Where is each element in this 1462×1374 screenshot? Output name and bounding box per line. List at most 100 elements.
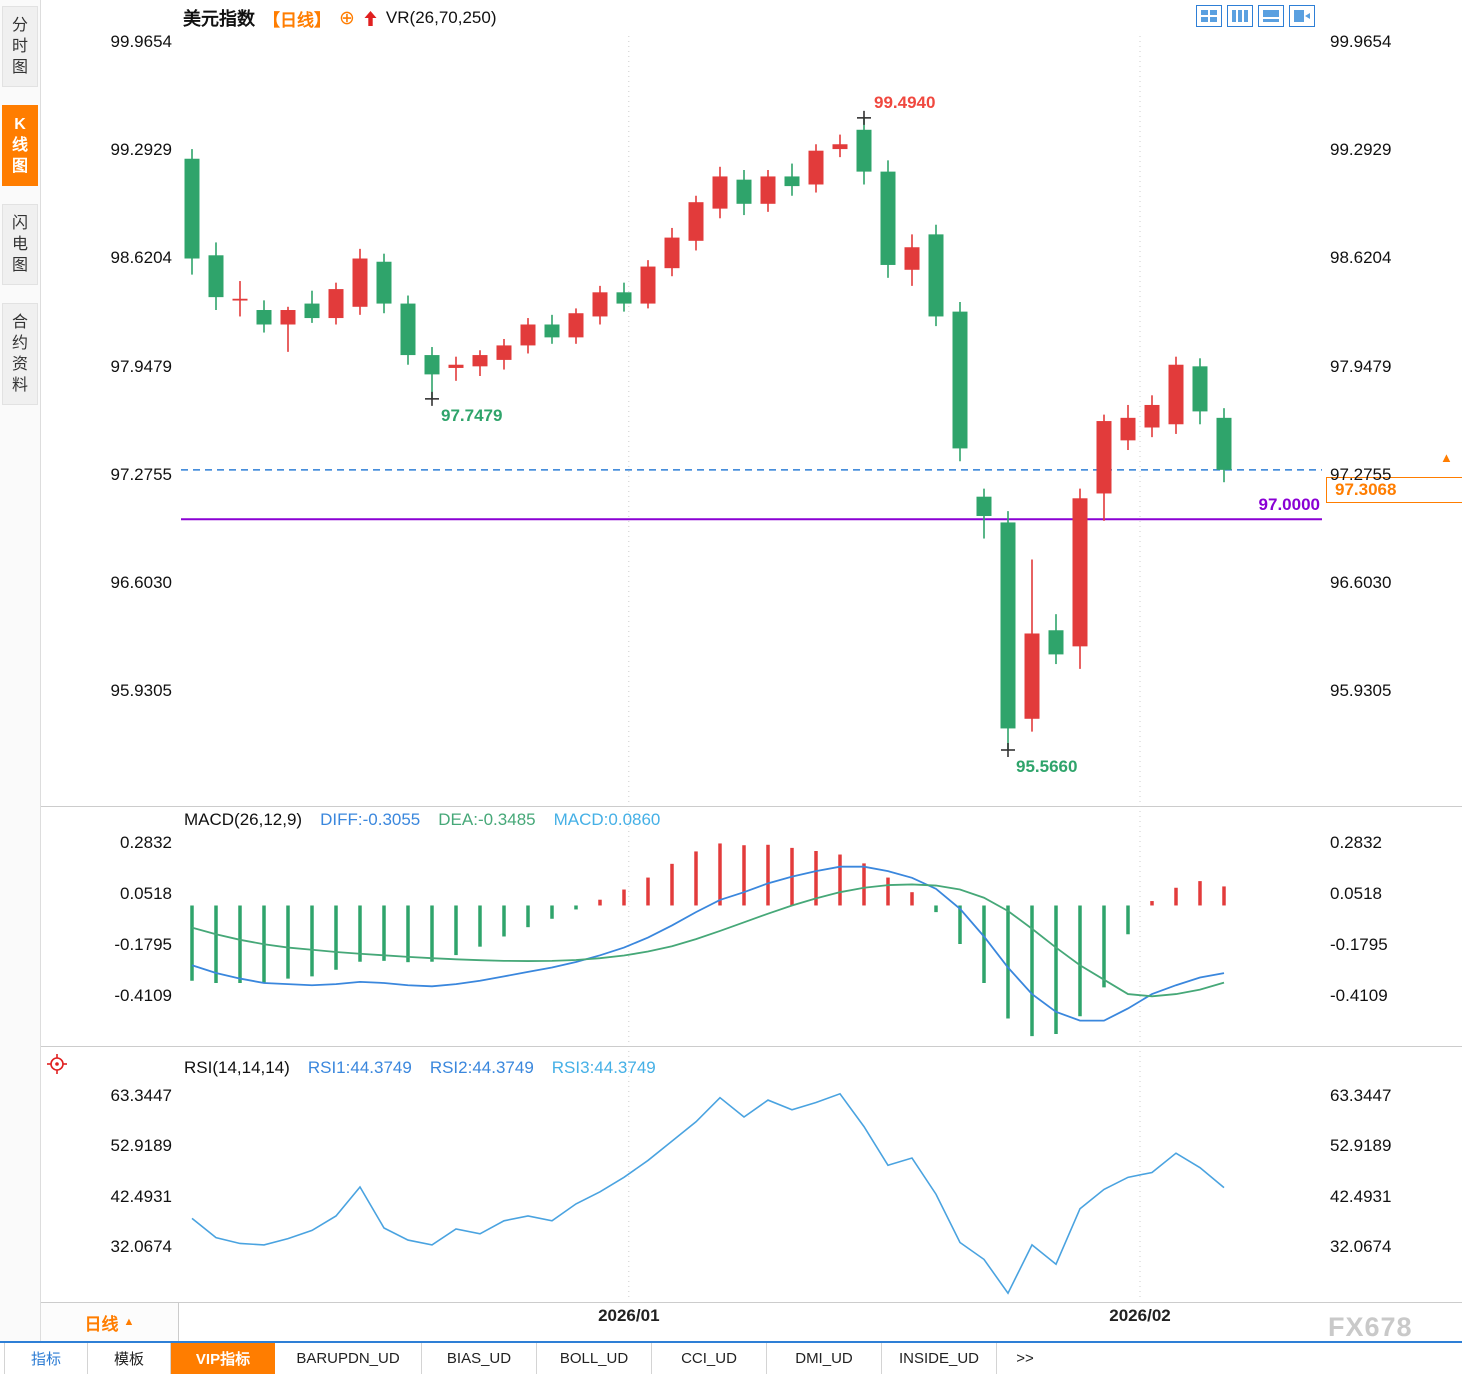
y-axis-label: 0.0518 <box>120 884 172 903</box>
period-label[interactable]: 【日线】 <box>263 10 331 30</box>
bottom-tabbar: 指标 模板 VIP指标 BARUPDN_UD BIAS_UD BOLL_UD C… <box>0 1341 1462 1374</box>
tab-dmi-ud[interactable]: DMI_UD <box>767 1343 882 1374</box>
macd-diff-value: DIFF:-0.3055 <box>320 810 421 829</box>
candle <box>376 253 392 314</box>
candle <box>1096 414 1112 521</box>
sidebar-tab-kline-chart[interactable]: K线图 <box>2 105 38 186</box>
y-axis-label: 99.9654 <box>110 32 172 51</box>
candle <box>1024 559 1040 732</box>
macd-dea-line <box>191 883 1225 998</box>
y-axis-label: 99.9654 <box>1330 32 1392 51</box>
symbol-title: 美元指数 <box>183 9 255 29</box>
y-axis-label: 97.9479 <box>110 356 172 376</box>
layout-switch-icon[interactable] <box>1289 5 1315 27</box>
candle <box>304 290 320 323</box>
y-axis-label: 98.6204 <box>1330 248 1392 268</box>
candle <box>1048 614 1064 665</box>
candle <box>1000 511 1016 750</box>
candle <box>184 149 200 275</box>
y-axis-label: 63.3447 <box>1330 1086 1392 1105</box>
y-axis-label: -0.1795 <box>114 935 172 955</box>
chart-header: 美元指数 【日线】 ⊕ VR(26,70,250) <box>183 5 497 31</box>
candle <box>400 295 416 365</box>
y-axis-label: 99.2929 <box>1330 140 1392 160</box>
support-line-label: 97.0000 <box>1258 495 1320 514</box>
tab-template[interactable]: 模板 <box>88 1343 171 1374</box>
candle <box>640 260 656 309</box>
y-axis-label: 97.2755 <box>110 464 172 484</box>
tab-more[interactable]: >> <box>1016 1350 1034 1367</box>
candle <box>232 281 248 317</box>
tab-barupdn-ud[interactable]: BARUPDN_UD <box>275 1343 422 1374</box>
high-price-annotation: 99.4940 <box>874 93 936 112</box>
candle <box>928 224 944 327</box>
y-axis-label: 52.9189 <box>1330 1136 1392 1156</box>
y-axis-label: 0.0518 <box>1330 884 1382 903</box>
axis-divider <box>41 1302 1462 1303</box>
y-axis-label: 96.6030 <box>1330 573 1392 593</box>
y-axis-label: 95.9305 <box>1330 681 1392 701</box>
candle <box>1168 356 1184 434</box>
y-axis-label: 97.2755 <box>1330 464 1392 484</box>
layout-columns-icon[interactable] <box>1227 5 1253 27</box>
candle <box>520 318 536 354</box>
candle <box>1144 395 1160 438</box>
candle <box>976 488 992 539</box>
macd-legend: MACD(26,12,9) DIFF:-0.3055 DEA:-0.3485 M… <box>184 810 660 830</box>
candle <box>352 248 368 315</box>
candle <box>760 170 776 212</box>
tab-vip-indicator[interactable]: VIP指标 <box>171 1343 275 1374</box>
candle <box>952 301 968 462</box>
candle <box>664 227 680 277</box>
candle <box>712 166 728 219</box>
current-price-badge: 97.3068 <box>1326 477 1462 503</box>
candle <box>592 285 608 325</box>
sidebar-tab-contract-info[interactable]: 合约资料 <box>2 303 38 405</box>
panel-divider <box>41 1046 1462 1047</box>
rsi2-value: RSI2:44.3749 <box>429 1058 534 1077</box>
y-axis-label: -0.4109 <box>1330 986 1388 1006</box>
macd-hist-value: MACD:0.0860 <box>553 810 661 829</box>
candle <box>904 234 920 286</box>
up-arrow-icon <box>363 10 378 27</box>
crosshair-icon[interactable] <box>46 1053 68 1080</box>
y-axis-label: -0.1795 <box>1330 935 1388 955</box>
y-axis-label: 0.2832 <box>120 832 172 852</box>
axis-corner-separator <box>178 1302 179 1342</box>
candle <box>328 282 344 325</box>
y-axis-label: 97.9479 <box>1330 356 1392 376</box>
candle <box>1216 408 1232 483</box>
candle <box>448 356 464 381</box>
macd-histogram <box>190 843 1226 1037</box>
candle <box>1192 358 1208 425</box>
candle <box>616 282 632 312</box>
layout-grid-icon[interactable] <box>1196 5 1222 27</box>
rsi3-value: RSI3:44.3749 <box>551 1058 656 1077</box>
y-axis-label: 96.6030 <box>110 573 172 593</box>
tab-indicator[interactable]: 指标 <box>4 1343 88 1374</box>
candle <box>1120 404 1136 451</box>
layout-toolbar <box>1196 5 1315 27</box>
price-up-triangle-icon: ▲ <box>1440 450 1453 465</box>
macd-title: MACD(26,12,9) <box>184 810 303 829</box>
candle <box>808 144 824 193</box>
tab-inside-ud[interactable]: INSIDE_UD <box>882 1343 997 1374</box>
candle <box>472 350 488 376</box>
tab-bias-ud[interactable]: BIAS_UD <box>422 1343 537 1374</box>
watermark: FX678 <box>1328 1312 1413 1342</box>
vr-indicator-label: VR(26,70,250) <box>385 8 497 27</box>
sidebar-tab-flash-chart[interactable]: 闪电图 <box>2 204 38 285</box>
tab-cci-ud[interactable]: CCI_UD <box>652 1343 767 1374</box>
add-indicator-icon[interactable]: ⊕ <box>339 7 355 29</box>
period-selector[interactable]: 日线 ▲ <box>41 1303 178 1341</box>
macd-dea-value: DEA:-0.3485 <box>438 810 536 829</box>
tab-boll-ud[interactable]: BOLL_UD <box>537 1343 652 1374</box>
y-axis-label: 0.2832 <box>1330 832 1382 852</box>
sidebar-tab-time-chart[interactable]: 分时图 <box>2 6 38 87</box>
candle <box>688 195 704 251</box>
candle <box>496 338 512 370</box>
layout-panel-chart-icon[interactable] <box>1258 5 1284 27</box>
candle <box>208 242 224 311</box>
